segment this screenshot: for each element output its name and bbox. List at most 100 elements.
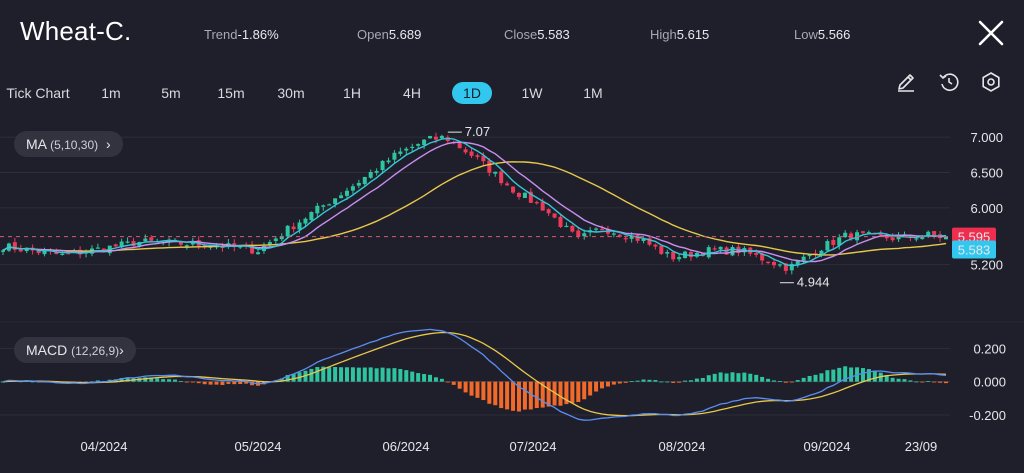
- macd-histogram-bar: [220, 381, 225, 386]
- tab-4h[interactable]: 4H: [403, 85, 421, 101]
- tab-1h[interactable]: 1H: [343, 85, 361, 101]
- candle-body: [766, 261, 771, 263]
- macd-histogram-bar: [825, 370, 830, 382]
- macd-histogram-bar: [172, 379, 177, 382]
- candle-body: [718, 246, 723, 250]
- candle-body: [825, 241, 830, 251]
- candle-body: [463, 149, 468, 153]
- candle-body: [760, 253, 765, 261]
- macd-histogram-bar: [564, 381, 569, 405]
- candle-body: [309, 212, 314, 221]
- last-price-tag: [952, 240, 996, 259]
- candle-body: [410, 146, 415, 149]
- tab-1w[interactable]: 1W: [521, 85, 543, 101]
- candle-body: [350, 186, 355, 191]
- macd-histogram-bar: [635, 380, 640, 382]
- candle-body: [392, 152, 397, 160]
- candle-body: [843, 232, 848, 238]
- candle-body: [178, 241, 183, 245]
- candle-body: [238, 246, 243, 248]
- candle-body: [694, 252, 699, 257]
- macd-histogram-bar: [522, 381, 527, 410]
- candle-body: [926, 231, 931, 236]
- macd-histogram-bar: [184, 381, 189, 383]
- macd-histogram-bar: [315, 367, 320, 382]
- candle-body: [807, 254, 812, 257]
- settings-icon[interactable]: [979, 70, 1003, 94]
- close-icon-glyph: [978, 20, 1004, 46]
- macd-histogram-bar: [410, 371, 415, 382]
- candle-body: [896, 236, 901, 240]
- candle-body: [481, 155, 486, 162]
- close-icon[interactable]: [976, 18, 1006, 48]
- macd-histogram-bar: [600, 381, 605, 389]
- candle-body: [677, 257, 682, 260]
- macd-histogram-bar: [736, 373, 741, 382]
- candle-body: [475, 155, 480, 157]
- candle-body: [837, 237, 842, 246]
- macd-histogram-bar: [582, 381, 587, 400]
- macd-histogram-bar: [896, 378, 901, 382]
- ma-indicator-button[interactable]: MA (5,10,30) ›: [14, 131, 123, 157]
- macd-histogram-bar: [700, 377, 705, 382]
- ma-params: (5,10,30): [50, 138, 99, 152]
- x-tick-label: 07/2024: [510, 439, 557, 454]
- chevron-right-icon: ›: [105, 136, 111, 152]
- tab-30m[interactable]: 30m: [277, 85, 305, 101]
- macd-histogram-bar: [285, 375, 290, 382]
- tab-1month[interactable]: 1M: [583, 85, 603, 101]
- macd-histogram-bar: [350, 367, 355, 382]
- macd-histogram-bar: [629, 381, 634, 382]
- candle-body: [712, 248, 717, 250]
- tab-5m[interactable]: 5m: [161, 85, 181, 101]
- tab-tick-chart[interactable]: Tick Chart: [6, 85, 70, 101]
- macd-histogram-bar: [783, 381, 788, 383]
- x-tick-label: 05/2024: [235, 439, 282, 454]
- ma30-line: [2, 161, 947, 256]
- macd-histogram-bar: [641, 379, 646, 382]
- macd-histogram-bar: [730, 372, 735, 382]
- macd-histogram-bar: [558, 381, 563, 406]
- stat-open: Open5.689: [357, 27, 421, 42]
- tab-15m[interactable]: 15m: [217, 85, 245, 101]
- tab-1d[interactable]: 1D: [452, 82, 492, 104]
- candle-body: [617, 234, 622, 237]
- macd-histogram-bar: [95, 380, 100, 382]
- candle-body: [439, 135, 444, 139]
- instrument-title: Wheat-C.: [20, 16, 132, 46]
- candle-body: [511, 186, 516, 193]
- macd-params: (12,26,9): [71, 344, 120, 358]
- pencil-icon[interactable]: [894, 70, 918, 94]
- candle-body: [706, 247, 711, 258]
- tab-1m[interactable]: 1m: [101, 85, 121, 101]
- candle-body: [95, 247, 100, 249]
- candle-body: [522, 192, 527, 198]
- macd-histogram-bar: [706, 375, 711, 382]
- stat-value: 5.689: [388, 27, 422, 42]
- candle-body: [428, 136, 433, 139]
- candle-body: [665, 252, 670, 254]
- macd-histogram-bar: [594, 381, 599, 392]
- macd-histogram-bar: [327, 367, 332, 382]
- macd-y-tick-label: 0.000: [973, 375, 1006, 390]
- macd-indicator-button[interactable]: MACD (12,26,9)›: [14, 337, 136, 363]
- candle-body: [772, 261, 777, 266]
- macd-histogram-bar: [694, 378, 699, 382]
- history-icon[interactable]: [937, 70, 961, 94]
- macd-histogram-bar: [475, 381, 480, 398]
- candle-body: [36, 250, 41, 254]
- candle-body: [647, 238, 652, 245]
- candle-body: [267, 242, 272, 246]
- macd-histogram-bar: [677, 381, 682, 383]
- candle-body: [516, 192, 521, 197]
- macd-histogram-bar: [214, 381, 219, 385]
- macd-histogram-bar: [368, 367, 373, 382]
- macd-histogram-bar: [920, 381, 925, 383]
- candle-body: [754, 253, 759, 255]
- stat-trend: Trend-1.86%: [204, 27, 279, 42]
- x-tick-label: 09/2024: [804, 439, 851, 454]
- macd-histogram-bar: [386, 368, 391, 382]
- stat-value: 5.615: [676, 27, 710, 42]
- candle-body: [783, 263, 788, 271]
